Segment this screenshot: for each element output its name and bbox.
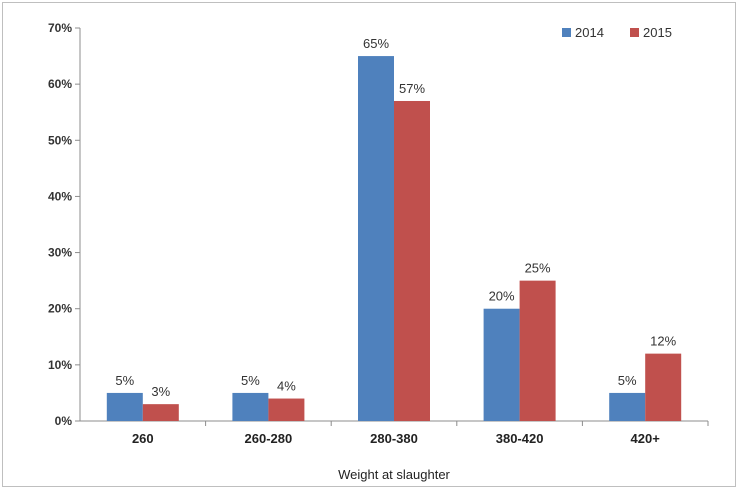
data-label: 5% [618, 373, 637, 388]
data-label: 3% [151, 384, 170, 399]
legend-label-2015: 2015 [643, 25, 672, 40]
y-tick-label: 40% [48, 189, 72, 203]
bar-2015-260-280 [268, 398, 305, 421]
y-axis: 0% 10% 20% 30% 40% 50% 60% 70% [48, 21, 80, 428]
bar-2015-380-420 [519, 280, 556, 421]
x-tick-label: 260 [132, 431, 154, 446]
y-tick-label: 0% [55, 414, 73, 428]
x-tick-label: 420+ [631, 431, 661, 446]
y-tick-label: 10% [48, 358, 72, 372]
legend: 2014 2015 [562, 25, 672, 40]
data-label: 5% [241, 373, 260, 388]
bars: 5% 3% 5% 4% 65% 57% 20% 25% 5% 12% [106, 36, 682, 421]
x-tick-label: 260-280 [245, 431, 293, 446]
x-tick-label: 280-380 [370, 431, 418, 446]
y-tick-label: 30% [48, 246, 72, 260]
y-tick-label: 50% [48, 133, 72, 147]
bar-2014-260-280 [232, 392, 269, 421]
data-label: 20% [489, 289, 515, 304]
x-axis-title: Weight at slaughter [338, 467, 450, 482]
legend-swatch-2014 [562, 28, 571, 37]
legend-swatch-2015 [630, 28, 639, 37]
x-axis: 260 260-280 280-380 380-420 420+ [132, 421, 709, 446]
data-label: 12% [650, 334, 676, 349]
bar-2015-420+ [645, 353, 682, 421]
y-tick-label: 70% [48, 21, 72, 35]
bar-2015-280-380 [394, 100, 430, 421]
bar-2015-260 [142, 404, 179, 421]
data-label: 25% [525, 261, 551, 276]
data-label: 57% [399, 81, 425, 96]
bar-2014-280-380 [358, 56, 394, 421]
x-tick-label: 380-420 [496, 431, 544, 446]
bar-2014-260 [106, 392, 143, 421]
legend-label-2014: 2014 [575, 25, 604, 40]
bar-2014-380-420 [483, 308, 520, 421]
y-tick-label: 60% [48, 77, 72, 91]
bar-2014-420+ [609, 392, 646, 421]
data-label: 5% [115, 373, 134, 388]
data-label: 65% [363, 36, 389, 51]
data-label: 4% [277, 379, 296, 394]
y-tick-label: 20% [48, 302, 72, 316]
